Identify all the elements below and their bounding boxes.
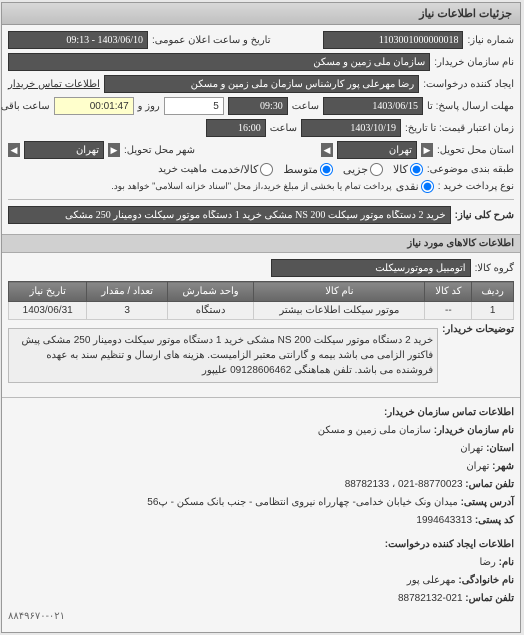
req-no-label: شماره نیاز: [468,35,515,46]
item-group-field[interactable] [272,259,472,277]
radio-motevaset[interactable]: متوسط [284,163,334,176]
radio-jozi[interactable]: جزیی [344,163,384,176]
phone: 88770023-021 ، 88782133 [346,479,464,490]
buy-nature-label: ماهیت خرید [159,164,208,175]
chevron-right-icon[interactable]: ▶ [422,143,434,157]
req-no-field[interactable] [324,31,464,49]
contact-block: اطلاعات تماس سازمان خریدار: نام سازمان خ… [3,398,521,632]
radio-kalaservice[interactable]: کالا/خدمت [212,163,274,176]
td-date: 1403/06/31 [10,302,88,320]
days-field[interactable] [165,97,225,115]
td-code: -- [426,302,473,320]
delivery-place[interactable] [338,141,418,159]
th-date: تاریخ نیاز [10,282,88,302]
time-label-2: ساعت [271,123,298,134]
phone2-label: تلفن تماس: [466,593,515,604]
ext-phone: ۸۸۴۹۶۷۰-۰۲۱ [9,608,515,626]
name-label: نام: [500,557,515,568]
address-label: آدرس پستی: [462,497,515,508]
family-label: نام خانوادگی: [459,575,515,586]
general-title-label: شرح کلی نیاز: [456,210,515,221]
requester-label: ایجاد کننده درخواست: [424,79,515,90]
validity-time[interactable] [207,119,267,137]
req-name: رضا [480,557,496,568]
description-text: خرید 2 دستگاه موتور سیکلت NS 200 مشکی خر… [9,328,439,383]
phone-label: تلفن تماس: [466,479,515,490]
details-panel: جزئیات اطلاعات نیاز شماره نیاز: تاریخ و … [2,2,522,633]
reply-deadline-time[interactable] [229,97,289,115]
reply-deadline-date[interactable] [324,97,424,115]
validity-date[interactable] [302,119,402,137]
th-name: نام کالا [255,282,426,302]
td-name: موتور سیکلت اطلاعات بیشتر [255,302,426,320]
announce-date-label: تاریخ و ساعت اعلان عمومی: [153,35,272,46]
items-table: ردیف کد کالا نام کالا واحد شمارش تعداد /… [9,281,515,320]
chevron-left-icon[interactable]: ◀ [322,143,334,157]
req-phone: 021-88782132 [399,593,464,604]
requester-section: اطلاعات ایجاد کننده درخواست: [9,536,515,554]
days-label: روز و [139,101,161,112]
description-label: توضیحات خریدار: [443,324,515,335]
province-label: استان: [487,443,515,454]
chevron-left-icon-2[interactable]: ◀ [9,143,21,157]
postal: 1994643313 [417,515,473,526]
radio-kala[interactable]: کالا [394,163,424,176]
form-body: شماره نیاز: تاریخ و ساعت اعلان عمومی: نا… [3,25,521,234]
requester-field[interactable] [105,75,420,93]
th-qty: تعداد / مقدار [88,282,169,302]
general-title-field[interactable] [9,206,452,224]
buyer-contact-link[interactable]: اطلاعات تماس خریدار [9,79,101,90]
radio-cash[interactable]: نقدی [397,180,435,193]
td-qty: 3 [88,302,169,320]
city-label: شهر: [493,461,515,472]
address: میدان ونک خیابان خدامی- چهارراه نیروی ان… [148,497,459,508]
validity-label: زمان اعتبار قیمت: تا تاریخ: [406,123,515,134]
payment-note: پرداخت تمام یا بخشی از مبلغ خرید،از محل … [112,181,392,192]
panel-title: جزئیات اطلاعات نیاز [3,3,521,25]
req-family: مهرعلی پور [408,575,457,586]
org-name: سازمان ملی زمین و مسکن [319,425,432,436]
reply-deadline-label: مهلت ارسال پاسخ: تا [428,101,515,112]
time-label-1: ساعت [293,101,320,112]
announce-date-field[interactable] [9,31,149,49]
remain-label: ساعت باقی مانده [0,101,51,112]
postal-label: کد پستی: [476,515,515,526]
td-row: 1 [473,302,515,320]
td-unit: دستگاه [168,302,254,320]
delivery-city[interactable] [25,141,105,159]
budget-label: طبقه بندی موضوعی: [428,164,515,175]
th-code: کد کالا [426,282,473,302]
province: تهران [461,443,484,454]
items-section-title: اطلاعات کالاهای مورد نیاز [3,234,521,253]
org-name-label: نام سازمان خریدار: [435,425,515,436]
th-unit: واحد شمارش [168,282,254,302]
th-row: ردیف [473,282,515,302]
buyer-name-label: نام سازمان خریدار: [435,57,515,68]
remain-time [55,97,135,115]
buyer-name-field[interactable] [9,53,431,71]
buyer-org-section: اطلاعات تماس سازمان خریدار: [9,404,515,422]
chevron-right-icon-2[interactable]: ▶ [109,143,121,157]
subject-radio-group: کالا جزیی متوسط کالا/خدمت [212,163,424,176]
item-group-label: گروه کالا: [476,263,515,274]
payment-label: نوع پرداخت خرید : [439,181,515,192]
delivery-city-label: شهر محل تحویل: [125,145,196,156]
city: تهران [467,461,490,472]
table-row[interactable]: 1 -- موتور سیکلت اطلاعات بیشتر دستگاه 3 … [10,302,515,320]
delivery-place-label: استان محل تحویل: [438,145,515,156]
